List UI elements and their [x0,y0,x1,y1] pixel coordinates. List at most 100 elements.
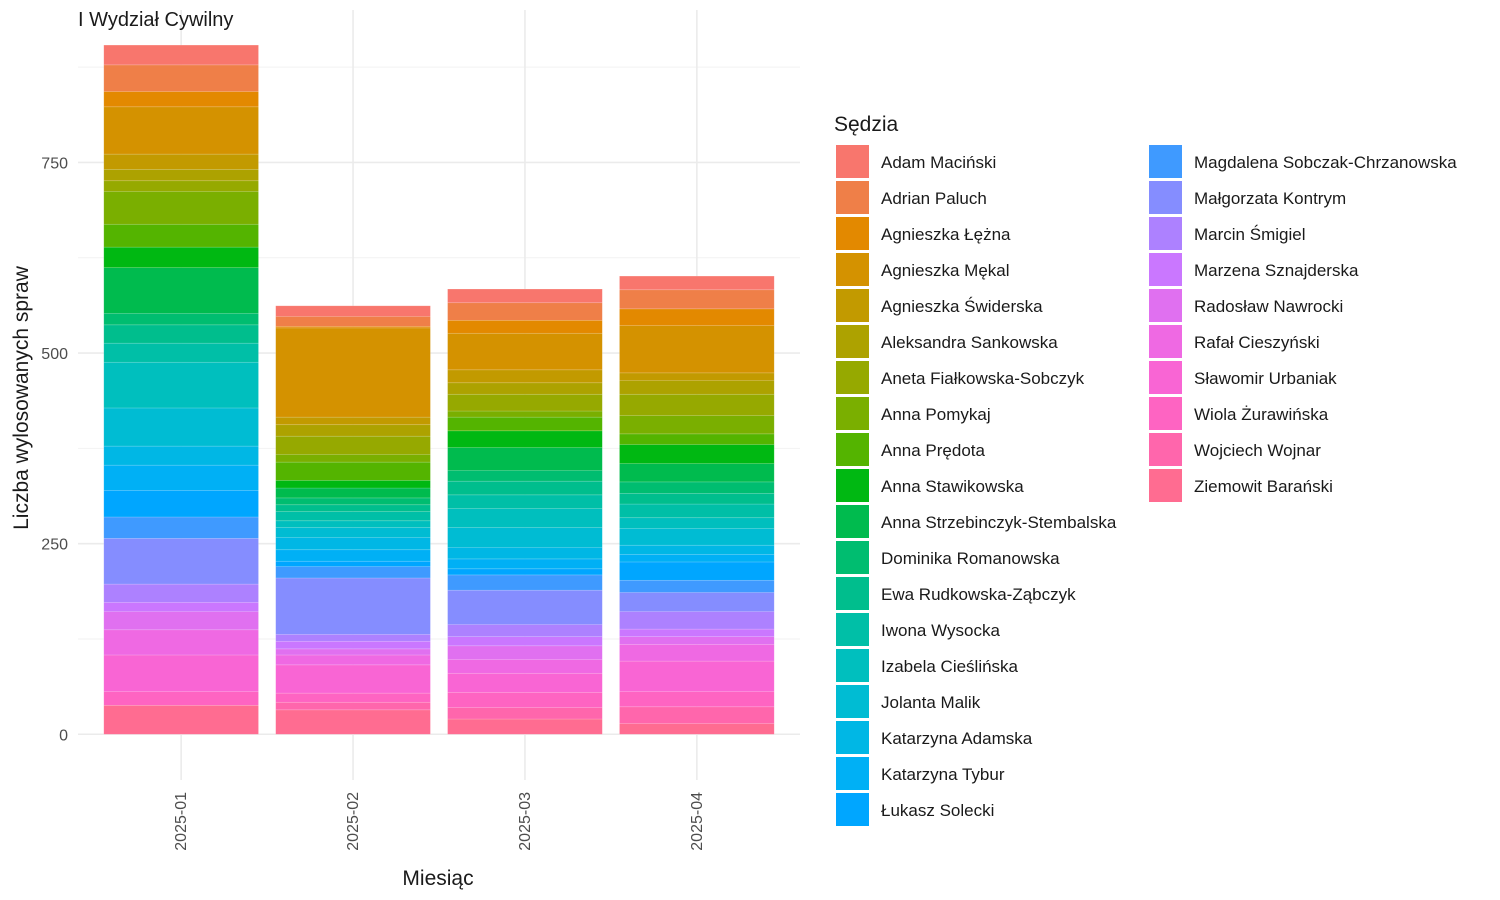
bar-segment [447,494,603,509]
bar-segment [275,654,431,666]
bar-segment [619,561,775,581]
bar-segment [619,393,775,416]
legend-key [1149,253,1182,286]
y-tick-label: 250 [41,537,68,554]
legend-key [836,289,869,322]
legend-label: Agnieszka Łężna [881,225,1011,244]
bar-segment [619,528,775,546]
bar-segment [447,672,603,693]
bar-segment [619,415,775,435]
legend-key [836,397,869,430]
bar-segment [447,369,603,384]
bar-segment [103,611,259,631]
bar-segment [447,558,603,570]
bar-segment [619,611,775,630]
bar-segment [275,640,431,650]
bar-segment [447,288,603,304]
legend-label: Wojciech Wojnar [1194,441,1321,460]
bar-segment [103,169,259,182]
bar-segment [619,275,775,291]
bar-segment [275,520,431,528]
bar-segment [619,544,775,555]
bars [103,44,775,735]
bar-segment [619,372,775,381]
bar-segment [447,382,603,395]
bar-segment [619,628,775,637]
bar-segment [275,537,431,551]
bar-segment [447,430,603,448]
legend-label: Anna Stawikowska [881,477,1024,496]
bar-segment [447,447,603,471]
legend-label: Ziemowit Barański [1194,477,1333,496]
legend-key [836,721,869,754]
legend-label: Ewa Rudkowska-Ząbczyk [881,585,1076,604]
bar-segment [103,538,259,585]
bar-segment [103,407,259,447]
legend-key [836,361,869,394]
bar-segment [103,464,259,491]
bar-segment [275,527,431,538]
legend-label: Anna Prędota [881,441,986,460]
legend-key [836,469,869,502]
legend-label: Agnieszka Mękal [881,261,1010,280]
bar-segment [275,577,431,635]
bar-segment [275,709,431,735]
legend-key [836,325,869,358]
bar-segment [275,634,431,642]
bar-segment [447,659,603,674]
bar-segment [619,463,775,483]
legend-key [836,541,869,574]
bar-segment [619,643,775,662]
bar-segment [619,517,775,529]
bar-segment [275,511,431,522]
bar-segment [619,289,775,310]
bar-segment [275,480,431,489]
bar-segment [275,461,431,481]
bar-segment [619,325,775,374]
legend-key [836,577,869,610]
x-tick-label: 2025-03 [517,792,534,851]
bar-segment [619,592,775,612]
legend-key [1149,433,1182,466]
bar-segment [619,308,775,326]
y-tick-label: 750 [41,155,68,172]
bar-segment [103,704,259,735]
legend-key [836,613,869,646]
legend-key [836,253,869,286]
bar-segment [103,180,259,192]
bar-segment [103,342,259,363]
x-axis-title: Miesiąc [402,867,473,890]
bar-segment [619,481,775,494]
legend-label: Iwona Wysocka [881,621,1000,640]
bar-segment [275,316,431,327]
legend-key [836,217,869,250]
legend: Sędzia Adam Maciński Adrian Paluch Agniesz… [834,113,1457,826]
bar-segment [619,636,775,645]
legend-label: Aleksandra Sankowska [881,333,1058,352]
bar-segment [103,313,259,326]
legend-label: Adrian Paluch [881,189,987,208]
bar-segment [103,246,259,268]
legend-title: Sędzia [834,113,899,136]
bar-segment [447,416,603,432]
bar-segment [275,327,431,418]
y-axis: 0 250 500 750 [41,155,68,744]
bar-segment [447,508,603,528]
bar-segment [103,223,259,248]
y-tick-label: 0 [59,727,68,744]
bar-segment [103,691,259,706]
bar-segment [619,493,775,505]
bar-segment [619,691,775,708]
bar-segment [275,566,431,579]
bar-segment [103,602,259,612]
bar-segment [447,470,603,482]
chart-title: I Wydział Cywilny [78,9,233,31]
legend-label: Anna Pomykaj [881,405,991,424]
bar-segment [447,393,603,412]
legend-key [836,793,869,826]
bar-segment [447,589,603,625]
bar-segment [103,583,259,603]
bar-segment [447,636,603,647]
bar-segment [619,579,775,593]
